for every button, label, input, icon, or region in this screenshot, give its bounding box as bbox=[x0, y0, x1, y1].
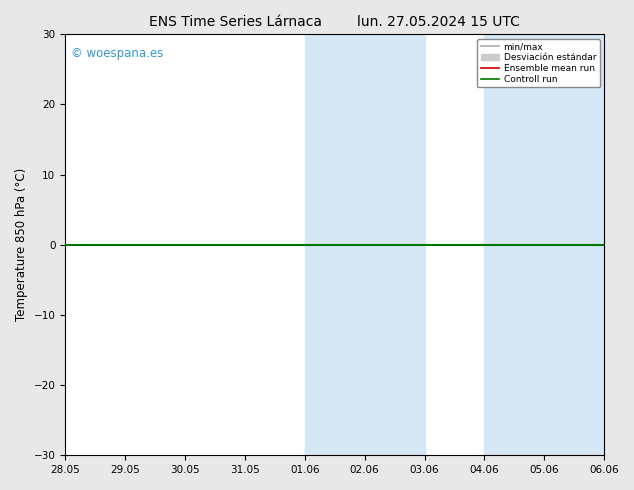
Bar bbox=[305, 34, 425, 455]
Y-axis label: Temperature 850 hPa (°C): Temperature 850 hPa (°C) bbox=[15, 168, 28, 321]
Text: © woespana.es: © woespana.es bbox=[70, 47, 163, 60]
Title: ENS Time Series Lárnaca        lun. 27.05.2024 15 UTC: ENS Time Series Lárnaca lun. 27.05.2024 … bbox=[149, 15, 520, 29]
Bar bbox=[484, 34, 604, 455]
Legend: min/max, Desviación estándar, Ensemble mean run, Controll run: min/max, Desviación estándar, Ensemble m… bbox=[477, 39, 600, 88]
